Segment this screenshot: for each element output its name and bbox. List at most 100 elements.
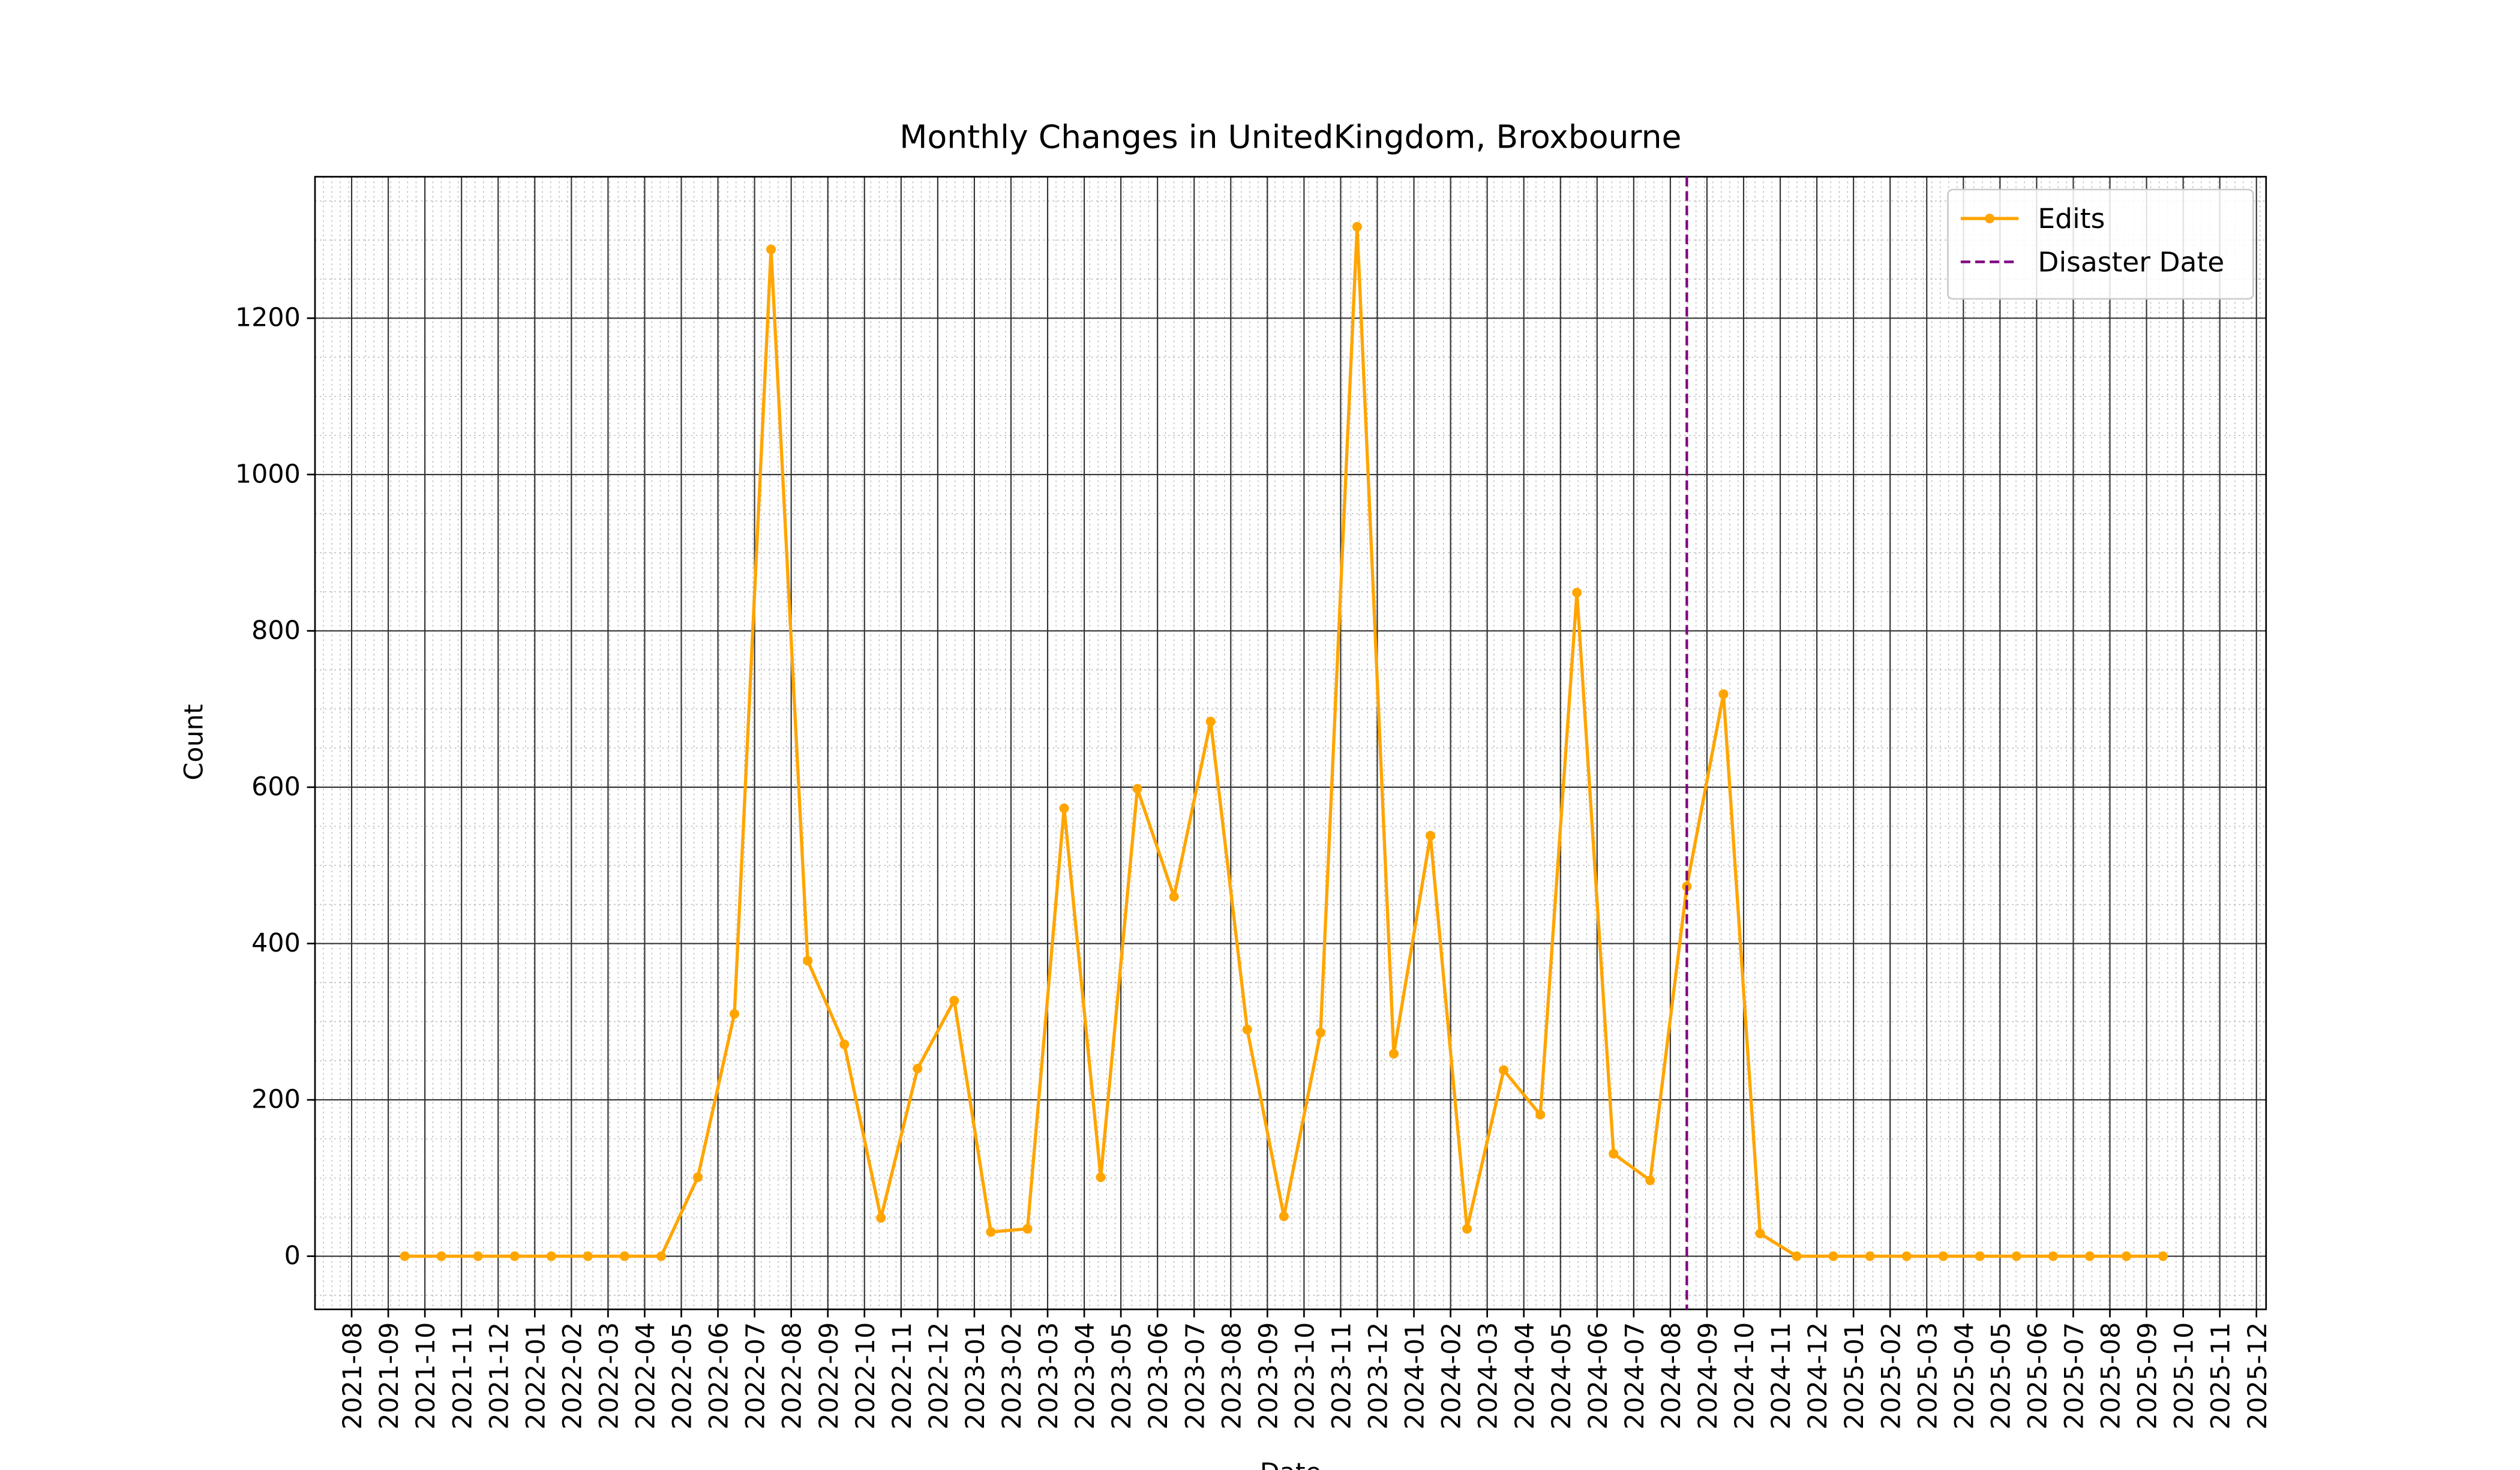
x-tick-label: 2022-05: [668, 1322, 698, 1430]
data-point: [546, 1251, 556, 1261]
x-tick-label: 2022-11: [887, 1322, 917, 1430]
data-point: [876, 1213, 886, 1223]
x-tick-label: 2022-06: [704, 1322, 734, 1430]
data-point: [1132, 784, 1142, 794]
x-tick-label: 2024-12: [1803, 1322, 1833, 1430]
data-point: [839, 1039, 850, 1049]
data-point: [1792, 1251, 1802, 1261]
x-tick-label: 2021-09: [374, 1322, 404, 1430]
x-tick-label: 2025-06: [2023, 1322, 2053, 1430]
data-point: [913, 1063, 923, 1074]
x-tick-label: 2024-11: [1766, 1322, 1796, 1430]
x-tick-label: 2022-09: [814, 1322, 844, 1430]
x-tick-label: 2024-08: [1657, 1322, 1687, 1430]
data-point: [1425, 830, 1436, 841]
data-point: [1645, 1175, 1655, 1186]
data-point: [2158, 1251, 2168, 1261]
x-tick-label: 2023-08: [1217, 1322, 1247, 1430]
data-point: [1975, 1251, 1985, 1261]
x-tick-label: 2023-02: [997, 1322, 1027, 1430]
x-tick-label: 2021-10: [411, 1322, 441, 1430]
y-tick-label: 800: [251, 616, 301, 646]
x-tick-label: 2023-10: [1290, 1322, 1320, 1430]
x-tick-label: 2025-11: [2206, 1322, 2236, 1430]
x-tick-label: 2023-07: [1180, 1322, 1210, 1430]
x-tick-label: 2021-08: [338, 1322, 368, 1430]
x-tick-label: 2022-07: [741, 1322, 771, 1430]
y-tick-label: 0: [284, 1241, 301, 1271]
x-tick-label: 2025-09: [2133, 1322, 2163, 1430]
x-tick-label: 2024-04: [1510, 1322, 1540, 1430]
data-point: [1059, 803, 1069, 814]
x-axis-label: Date: [1260, 1458, 1321, 1470]
data-point: [1205, 716, 1216, 727]
data-point: [949, 995, 959, 1006]
data-point: [1572, 587, 1582, 598]
data-point: [1901, 1251, 1912, 1261]
data-point: [619, 1251, 629, 1261]
x-tick-label: 2024-02: [1437, 1322, 1467, 1430]
x-tick-label: 2023-01: [961, 1322, 991, 1430]
x-tick-label: 2023-06: [1144, 1322, 1174, 1430]
legend-box: [1947, 188, 2254, 300]
x-tick-label: 2025-01: [1840, 1322, 1870, 1430]
y-tick-label: 400: [251, 928, 301, 958]
data-point: [1096, 1172, 1106, 1183]
data-point: [1315, 1028, 1325, 1038]
x-tick-label: 2023-09: [1253, 1322, 1283, 1430]
x-tick-label: 2024-09: [1693, 1322, 1723, 1430]
data-point: [1499, 1065, 1509, 1075]
legend-label: Edits: [2038, 203, 2105, 235]
x-tick-label: 2023-05: [1107, 1322, 1137, 1430]
x-tick-label: 2025-12: [2243, 1322, 2273, 1430]
y-tick-label: 1000: [235, 459, 301, 489]
x-tick-label: 2022-10: [851, 1322, 881, 1430]
data-point: [803, 956, 813, 966]
data-point: [2011, 1251, 2021, 1261]
legend-marker: [1985, 214, 1995, 224]
data-point: [1169, 892, 1179, 902]
x-tick-label: 2024-01: [1400, 1322, 1430, 1430]
data-point: [1865, 1251, 1875, 1261]
data-point: [656, 1251, 666, 1261]
x-tick-label: 2025-10: [2170, 1322, 2200, 1430]
data-point: [1535, 1109, 1546, 1120]
data-point: [436, 1251, 446, 1261]
x-tick-label: 2025-05: [1986, 1322, 2016, 1430]
plot-area: [315, 176, 2266, 1310]
data-point: [1938, 1251, 1948, 1261]
y-axis-label: Count: [179, 704, 209, 780]
x-tick-label: 2023-04: [1070, 1322, 1100, 1430]
x-tick-label: 2025-07: [2060, 1322, 2090, 1430]
data-point: [730, 1009, 740, 1019]
data-point: [1755, 1228, 1765, 1238]
data-point: [583, 1251, 593, 1261]
data-point: [692, 1172, 703, 1183]
x-tick-label: 2025-04: [1949, 1322, 1979, 1430]
x-tick-label: 2022-04: [631, 1322, 661, 1430]
data-point: [766, 244, 776, 254]
x-tick-label: 2024-10: [1730, 1322, 1760, 1430]
x-tick-label: 2025-08: [2096, 1322, 2126, 1430]
x-tick-label: 2021-12: [484, 1322, 514, 1430]
data-point: [1388, 1049, 1399, 1059]
x-tick-label: 2022-08: [778, 1322, 808, 1430]
data-point: [2121, 1251, 2132, 1261]
data-point: [1609, 1148, 1619, 1159]
x-tick-label: 2023-03: [1034, 1322, 1064, 1430]
x-tick-label: 2025-03: [1913, 1322, 1943, 1430]
data-point: [1462, 1224, 1472, 1234]
y-tick-label: 600: [251, 772, 301, 802]
chart-title: Monthly Changes in UnitedKingdom, Broxbo…: [899, 118, 1681, 155]
x-tick-label: 2023-12: [1364, 1322, 1394, 1430]
data-point: [509, 1251, 520, 1261]
x-tick-label: 2021-11: [448, 1322, 478, 1430]
x-tick-label: 2024-07: [1620, 1322, 1650, 1430]
x-tick-label: 2022-01: [521, 1322, 551, 1430]
x-tick-label: 2024-06: [1583, 1322, 1613, 1430]
data-point: [1718, 689, 1729, 699]
data-point: [1242, 1024, 1252, 1034]
legend-label: Disaster Date: [2038, 247, 2224, 278]
data-point: [2048, 1251, 2058, 1261]
